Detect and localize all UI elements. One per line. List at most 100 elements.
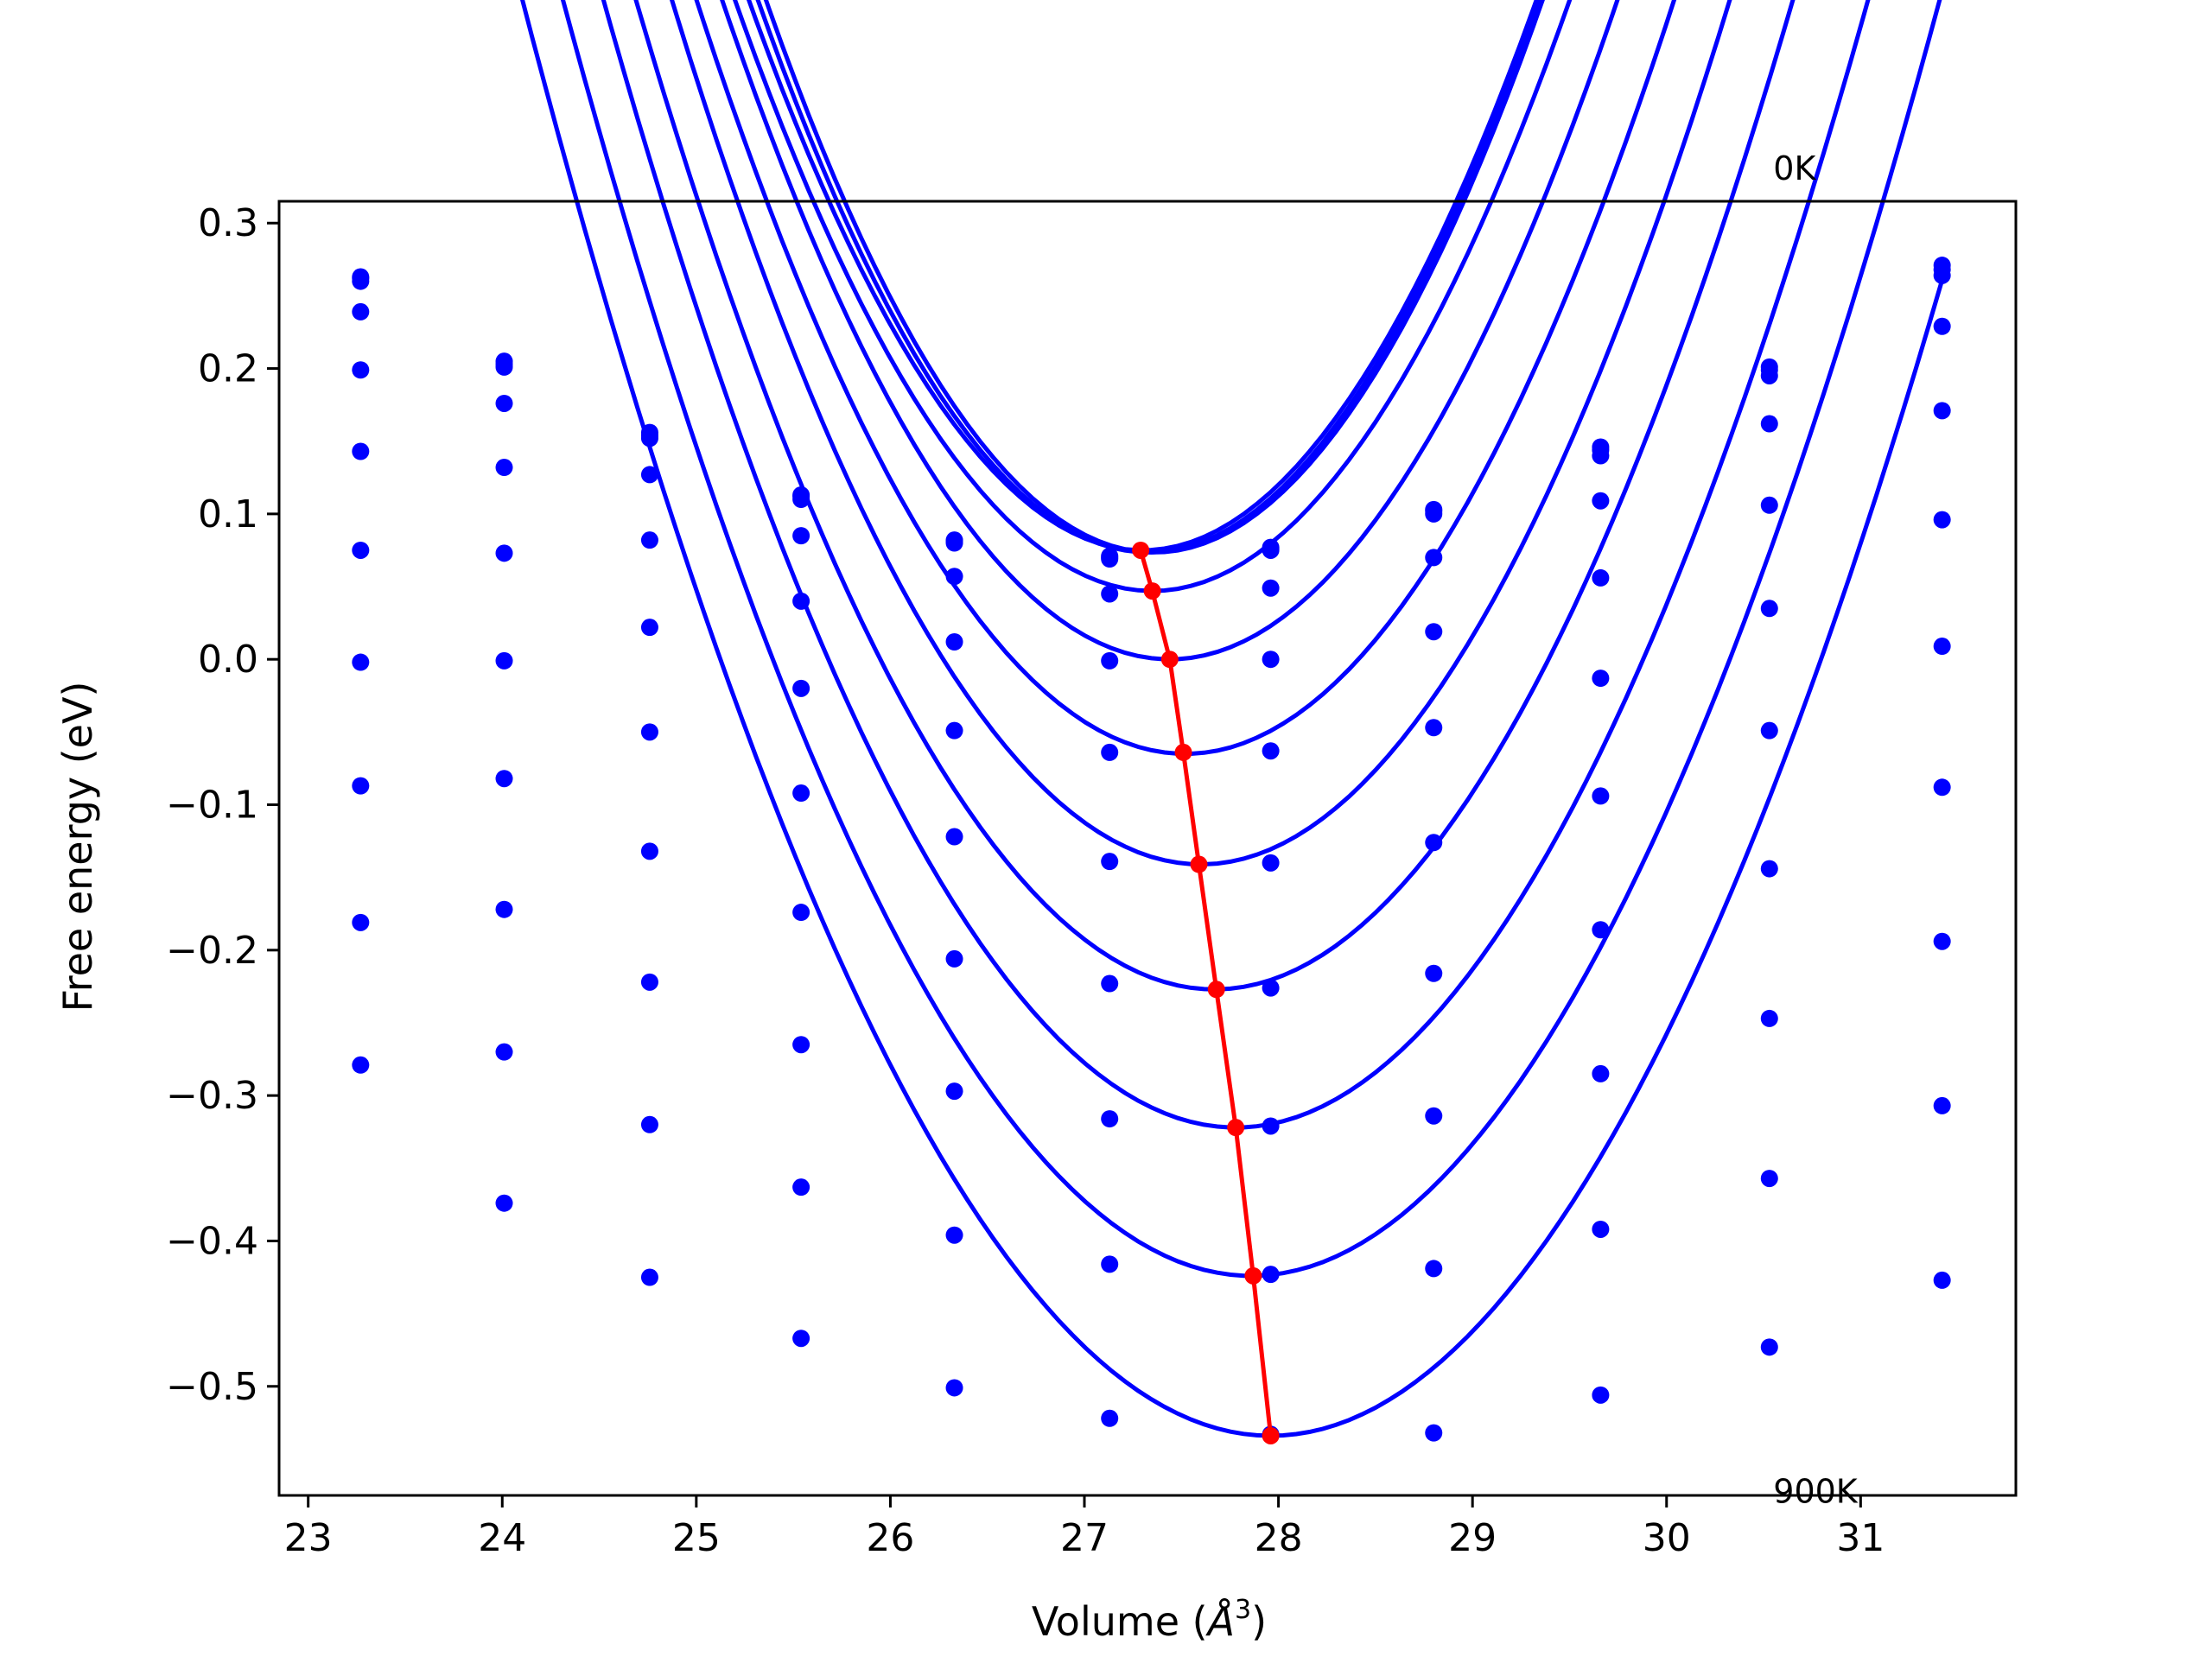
fit-curve-1 bbox=[755, 0, 1541, 555]
fit-curve-8 bbox=[601, 0, 1871, 1130]
data-point-3-10 bbox=[1933, 317, 1951, 335]
x-tick-label-0: 23 bbox=[284, 1516, 333, 1560]
data-point-8-5 bbox=[1101, 1110, 1119, 1128]
y-tick-label-1: −0.4 bbox=[166, 1219, 258, 1263]
fit-curve-6 bbox=[670, 0, 1732, 867]
data-point-5-0 bbox=[352, 442, 370, 460]
x-axis-title-symbol: Å bbox=[1205, 1598, 1235, 1645]
data-point-4-1 bbox=[495, 459, 513, 477]
data-point-4-9 bbox=[1760, 496, 1778, 514]
minimum-point-6 bbox=[1227, 1119, 1245, 1137]
data-point-8-4 bbox=[945, 1082, 963, 1101]
data-point-4-8 bbox=[1592, 568, 1610, 587]
data-point-6-6 bbox=[1262, 854, 1280, 872]
data-point-10-3 bbox=[792, 1330, 810, 1348]
x-tick-label-7: 30 bbox=[1643, 1516, 1691, 1560]
data-point-6-1 bbox=[495, 651, 513, 670]
data-point-2-7 bbox=[1425, 505, 1443, 523]
data-point-7-7 bbox=[1425, 964, 1443, 982]
minimum-point-3 bbox=[1174, 743, 1192, 761]
data-point-6-4 bbox=[945, 828, 963, 846]
data-point-4-6 bbox=[1262, 651, 1280, 669]
data-point-9-2 bbox=[640, 1115, 658, 1133]
data-point-3-1 bbox=[495, 394, 513, 412]
data-point-10-2 bbox=[640, 1268, 658, 1286]
data-point-2-1 bbox=[495, 358, 513, 376]
data-point-10-8 bbox=[1592, 1386, 1610, 1404]
data-point-7-10 bbox=[1933, 778, 1951, 797]
data-point-4-0 bbox=[352, 361, 370, 379]
data-point-4-2 bbox=[640, 531, 658, 549]
data-point-9-0 bbox=[352, 913, 370, 931]
data-point-6-10 bbox=[1933, 638, 1951, 656]
fit-curve-5 bbox=[694, 0, 1677, 757]
data-point-5-3 bbox=[792, 679, 810, 697]
annotation-1: 900K bbox=[1773, 1472, 1859, 1510]
data-point-7-4 bbox=[945, 949, 963, 968]
fit-curve-9 bbox=[560, 0, 1942, 1279]
data-point-6-8 bbox=[1592, 787, 1610, 805]
data-point-10-7 bbox=[1425, 1424, 1443, 1442]
data-point-8-2 bbox=[640, 973, 658, 991]
fit-curve-4 bbox=[720, 0, 1620, 662]
data-point-2-8 bbox=[1592, 447, 1610, 465]
minimum-point-8 bbox=[1262, 1426, 1280, 1444]
data-point-2-5 bbox=[1101, 550, 1119, 568]
data-point-8-3 bbox=[792, 1036, 810, 1054]
data-point-9-7 bbox=[1425, 1260, 1443, 1278]
y-tick-label-0: −0.5 bbox=[166, 1365, 258, 1409]
data-point-9-8 bbox=[1592, 1220, 1610, 1238]
data-point-5-9 bbox=[1760, 600, 1778, 618]
x-tick-label-4: 27 bbox=[1060, 1516, 1109, 1560]
annotations: 0K 900K bbox=[1773, 149, 1859, 1511]
data-point-6-3 bbox=[792, 784, 810, 803]
data-point-5-4 bbox=[945, 721, 963, 739]
data-point-6-5 bbox=[1101, 853, 1119, 871]
data-point-8-7 bbox=[1425, 1107, 1443, 1125]
data-point-4-10 bbox=[1933, 402, 1951, 420]
data-point-8-6 bbox=[1262, 1117, 1280, 1135]
x-axis-title-text: Volume ( bbox=[1032, 1598, 1208, 1645]
minimum-point-4 bbox=[1190, 855, 1208, 873]
data-point-8-1 bbox=[495, 900, 513, 918]
minimum-point-2 bbox=[1160, 651, 1179, 669]
data-point-4-4 bbox=[945, 632, 963, 651]
data-point-2-0 bbox=[352, 272, 370, 290]
data-point-9-1 bbox=[495, 1043, 513, 1061]
data-point-3-2 bbox=[640, 466, 658, 484]
data-point-9-4 bbox=[945, 1226, 963, 1244]
data-point-10-1 bbox=[495, 1194, 513, 1212]
data-point-3-3 bbox=[792, 527, 810, 545]
y-tick-label-5: 0.0 bbox=[198, 638, 258, 682]
x-tick-label-8: 31 bbox=[1836, 1516, 1885, 1560]
y-axis: −0.5 −0.4 −0.3 −0.2 −0.1 0.0 0.1 0.2 0.3 bbox=[166, 201, 279, 1409]
data-point-5-5 bbox=[1101, 743, 1119, 761]
x-tick-label-2: 25 bbox=[672, 1516, 721, 1560]
minimum-point-7 bbox=[1244, 1266, 1262, 1285]
data-point-7-2 bbox=[640, 842, 658, 860]
data-point-10-5 bbox=[1101, 1409, 1119, 1427]
data-point-10-0 bbox=[352, 1056, 370, 1074]
data-point-6-9 bbox=[1760, 721, 1778, 739]
data-point-9-10 bbox=[1933, 1096, 1951, 1114]
data-point-9-9 bbox=[1760, 1170, 1778, 1188]
data-point-3-9 bbox=[1760, 415, 1778, 433]
data-point-7-8 bbox=[1592, 921, 1610, 939]
x-tick-label-5: 28 bbox=[1255, 1516, 1303, 1560]
data-point-4-5 bbox=[1101, 651, 1119, 670]
data-point-5-8 bbox=[1592, 670, 1610, 688]
data-point-3-0 bbox=[352, 302, 370, 321]
data-point-4-7 bbox=[1425, 623, 1443, 641]
fit-curve-7 bbox=[633, 0, 1796, 992]
y-tick-label-3: −0.2 bbox=[166, 929, 258, 973]
minimum-point-0 bbox=[1132, 541, 1150, 559]
x-axis-title: Volume (Å3) bbox=[1032, 1595, 1267, 1645]
y-tick-label-6: 0.1 bbox=[198, 492, 258, 536]
data-point-3-6 bbox=[1262, 579, 1280, 597]
data-point-8-0 bbox=[352, 777, 370, 795]
data-point-7-0 bbox=[352, 653, 370, 671]
data-point-5-6 bbox=[1262, 742, 1280, 760]
fit-curve-10 bbox=[520, 0, 1945, 1438]
